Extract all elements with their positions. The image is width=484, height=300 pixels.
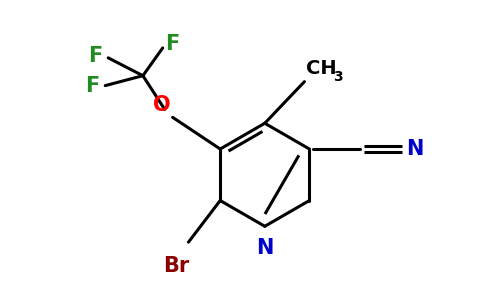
Text: N: N [256,238,273,258]
Text: F: F [88,46,102,66]
Text: Br: Br [164,256,190,276]
Text: F: F [85,76,99,96]
Text: F: F [165,34,179,54]
Text: 3: 3 [333,70,343,84]
Text: CH: CH [306,59,337,78]
Text: O: O [153,95,171,115]
Text: N: N [407,139,424,159]
